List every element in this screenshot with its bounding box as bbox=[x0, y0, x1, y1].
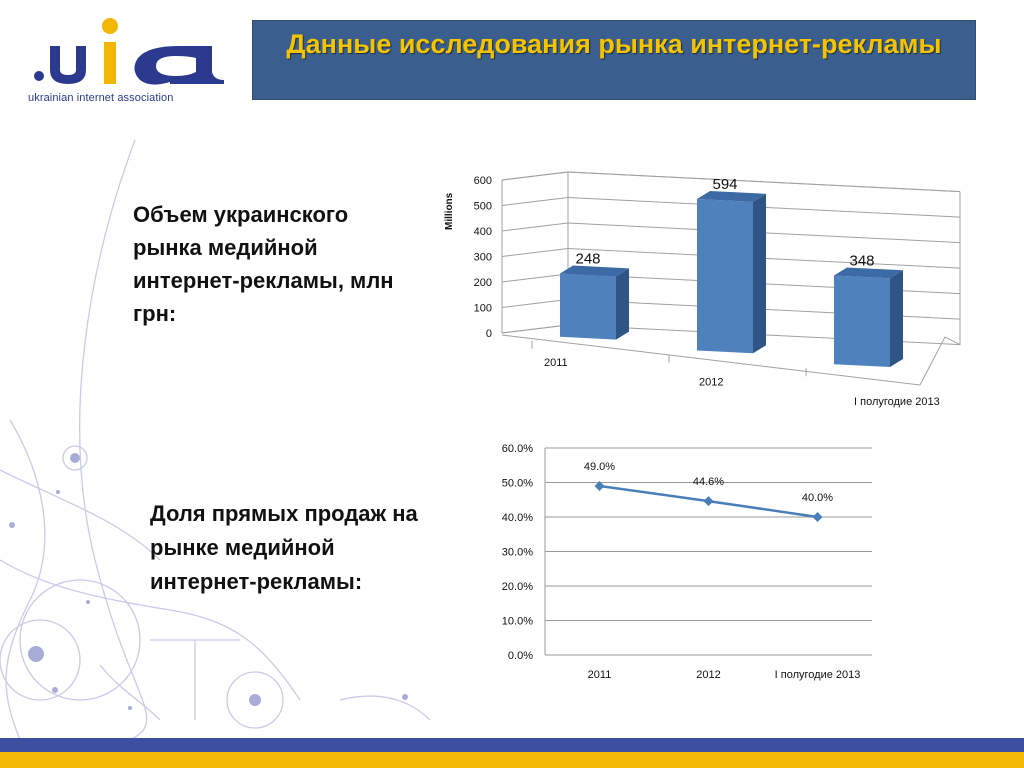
line-chart-grid bbox=[544, 447, 872, 656]
y-tick-label: 300 bbox=[474, 252, 492, 264]
y-tick-label: 0.0% bbox=[508, 650, 533, 662]
y-tick-label: 600 bbox=[474, 175, 492, 187]
bar-front bbox=[560, 273, 616, 340]
gridline-side bbox=[501, 248, 569, 257]
x-tick-label: I полугодие 2013 bbox=[854, 396, 940, 408]
direct-sales-line-chart: 0.0%10.0%20.0%30.0%40.0%50.0%60.0% 2011 2… bbox=[502, 443, 872, 681]
bar-top bbox=[560, 265, 629, 277]
bar-side bbox=[616, 268, 629, 340]
market-volume-label: Объем украинского рынка медийной интерне… bbox=[133, 202, 394, 326]
gridline-side bbox=[501, 273, 569, 283]
y-tick-label: 10.0% bbox=[502, 616, 533, 628]
gridline-side bbox=[501, 324, 569, 334]
y-tick-label: 500 bbox=[474, 201, 492, 213]
x-tick-label: I полугодие 2013 bbox=[775, 669, 861, 681]
bar-side bbox=[753, 193, 766, 354]
data-point-marker bbox=[594, 480, 605, 491]
gridline bbox=[567, 171, 961, 193]
bar-front bbox=[834, 275, 890, 367]
x-tick-label: 2011 bbox=[588, 669, 612, 681]
logo-caption: ukrainian internet association bbox=[28, 92, 174, 104]
bar-side bbox=[890, 270, 903, 367]
data-point-marker bbox=[812, 512, 823, 522]
bar bbox=[697, 191, 766, 354]
market-volume-bar-chart: 0 100 200 300 400 500 600 248 594 348 2011 2012 I … bbox=[444, 171, 961, 408]
y-tick-label: 50.0% bbox=[502, 478, 533, 490]
gridline-side bbox=[501, 222, 569, 232]
line-chart-series: 49.0% 44.6% 40.0% bbox=[584, 461, 833, 522]
title-banner: Данные исследования рынка интернет-рекла… bbox=[252, 20, 976, 100]
y-tick-label: 400 bbox=[474, 226, 492, 238]
direct-sales-label: Доля прямых продаж на рынке медийной инт… bbox=[150, 501, 418, 594]
slide-title: Данные исследования рынка интернет-рекла… bbox=[286, 29, 942, 59]
bar-top bbox=[697, 191, 766, 202]
x-tick-label: 2011 bbox=[544, 357, 568, 369]
bar-chart-bars: 248 594 348 bbox=[560, 176, 903, 367]
x-tick-label: 2012 bbox=[699, 377, 723, 389]
bar-chart-y-ticks: 0 100 200 300 400 500 600 bbox=[474, 175, 492, 340]
uia-logo-mark bbox=[34, 18, 224, 85]
bar bbox=[560, 265, 629, 340]
x-tick-label: 2012 bbox=[696, 669, 720, 681]
data-label: 49.0% bbox=[584, 461, 615, 473]
bar bbox=[834, 267, 903, 367]
y-tick-label: 30.0% bbox=[502, 547, 533, 559]
gridline-side bbox=[501, 299, 569, 308]
y-tick-label: 100 bbox=[474, 303, 492, 315]
y-tick-label: 60.0% bbox=[502, 443, 533, 455]
uia-logo: ukrainian internet association bbox=[28, 12, 228, 107]
bar-chart-x-labels: 2011 2012 I полугодие 2013 bbox=[531, 340, 940, 408]
y-tick-label: 0 bbox=[486, 328, 492, 340]
y-tick-label: 40.0% bbox=[502, 512, 533, 524]
bar-chart-y-axis-label: Millions bbox=[444, 192, 455, 230]
bar-data-label: 594 bbox=[712, 176, 737, 193]
gridline-side bbox=[501, 197, 569, 206]
data-label: 44.6% bbox=[693, 476, 724, 488]
data-point-marker bbox=[703, 496, 714, 507]
y-tick-label: 200 bbox=[474, 277, 492, 289]
bar-front bbox=[697, 199, 753, 354]
footer-blue-band bbox=[0, 738, 1024, 752]
line-chart-x-labels: 2011 2012 I полугодие 2013 bbox=[588, 669, 861, 681]
data-label: 40.0% bbox=[802, 492, 833, 504]
line-chart-y-ticks: 0.0% 10.0% 20.0% 30.0% 40.0% 50.0% 60.0% bbox=[502, 443, 533, 662]
bar-data-label: 348 bbox=[849, 252, 874, 269]
bar-data-label: 248 bbox=[575, 251, 600, 268]
bar-top bbox=[834, 267, 903, 279]
footer-gold-band bbox=[0, 752, 1024, 768]
gridline-side bbox=[501, 171, 569, 181]
y-tick-label: 20.0% bbox=[502, 581, 533, 593]
